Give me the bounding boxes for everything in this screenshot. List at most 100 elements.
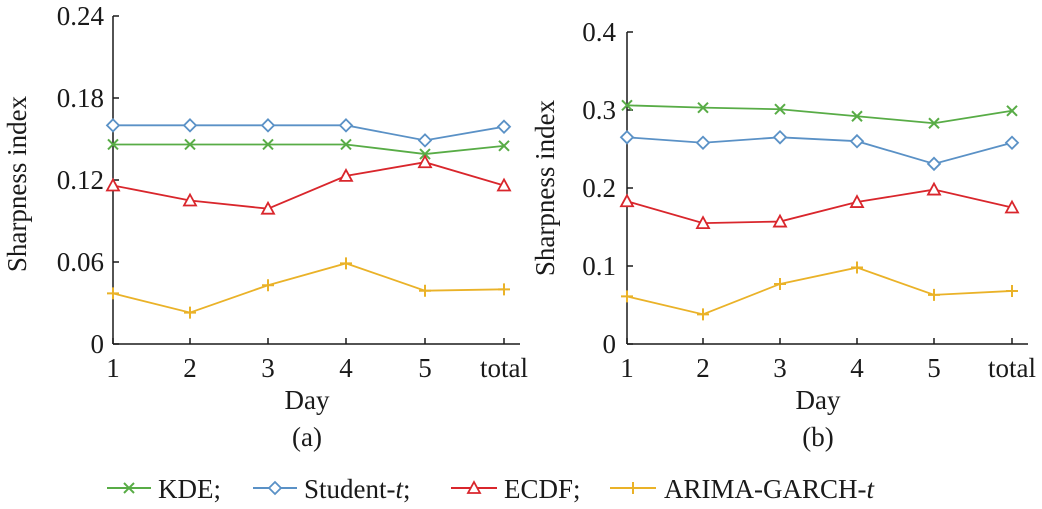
y-axis-label-b: Sharpness index [530, 99, 560, 276]
panel-label-b: (b) [802, 422, 833, 452]
data-point-kde-a [498, 140, 510, 152]
data-point-ecdf-a [182, 192, 198, 207]
y-tick-label-a: 0.06 [57, 247, 104, 277]
data-point-student-t-a [496, 119, 512, 134]
legend-label-arima-italic: t [867, 474, 876, 504]
x-tick-label-b: 5 [927, 353, 941, 383]
data-point-kde-b [621, 99, 633, 112]
y-tick-label-a: 0.18 [57, 83, 104, 113]
legend-label-student-t: Student-t; [304, 474, 411, 504]
legend-marker-arima-garch-t [627, 482, 639, 494]
y-tick-label-b: 0.2 [582, 173, 616, 203]
data-point-student-t-a [338, 118, 354, 133]
chart-panel-b: Sharpness index Day (b) 0 0.1 0.2 0.3 0.4 1 2 3… [530, 17, 1036, 452]
series-line-ecdf-a [112, 161, 505, 210]
legend-label-student-t-italic: t [396, 474, 405, 504]
data-point-ecdf-a [496, 177, 512, 192]
data-point-arima-garch-t-b [621, 290, 633, 303]
data-point-student-t-b [926, 156, 942, 172]
x-tick-label-b: 2 [696, 353, 710, 383]
data-point-arima-garch-t-a [262, 279, 274, 292]
y-tick-label-a: 0.24 [57, 1, 105, 31]
data-point-arima-garch-t-b [1006, 284, 1018, 297]
data-point-kde-b [928, 117, 940, 129]
y-tick-label-b: 0.3 [582, 95, 616, 125]
series-line-ecdf-b [626, 188, 1013, 225]
legend-marker-kde [123, 482, 135, 494]
data-point-ecdf-a [105, 177, 121, 192]
data-point-kde-a [340, 138, 352, 151]
data-point-kde-a [184, 138, 196, 151]
x-tick-label-b: 3 [773, 353, 787, 383]
data-point-student-t-b [695, 135, 711, 151]
data-point-kde-a [107, 138, 119, 151]
data-point-ecdf-a [338, 168, 354, 182]
data-point-kde-a [419, 148, 431, 160]
data-point-ecdf-b [1004, 199, 1020, 214]
legend-label-ecdf: ECDF; [504, 474, 581, 504]
x-tick-label-a: 5 [418, 353, 432, 383]
data-point-kde-b [774, 103, 786, 115]
y-tick-label-b: 0 [603, 329, 617, 359]
legend-label-student-t-main: Student- [304, 474, 396, 504]
x-tick-label-a: 4 [339, 353, 353, 383]
data-point-arima-garch-t-a [184, 306, 196, 319]
y-tick-label-b: 0.1 [582, 251, 616, 281]
data-point-ecdf-b [695, 215, 711, 230]
legend-marker-ecdf [466, 480, 482, 494]
data-point-ecdf-b [619, 193, 635, 208]
y-tick-label-b: 0.4 [582, 17, 616, 47]
data-point-student-t-a [417, 133, 433, 148]
data-point-student-t-b [849, 133, 865, 149]
data-point-ecdf-b [772, 213, 788, 228]
data-point-ecdf-a [417, 154, 433, 169]
series-line-student-t-b [626, 136, 1013, 165]
x-axis-label-b: Day [796, 385, 841, 415]
data-point-arima-garch-t-b [774, 277, 786, 290]
data-point-arima-garch-t-b [851, 261, 863, 274]
data-point-student-t-a [105, 118, 121, 133]
x-tick-label-b: total [988, 353, 1036, 383]
y-tick-label-a: 0 [91, 329, 105, 359]
y-tick-label-a: 0.12 [57, 165, 104, 195]
data-point-ecdf-a [260, 200, 276, 215]
x-tick-label-a: 3 [261, 353, 275, 383]
y-axis-label-a: Sharpness index [2, 95, 32, 272]
data-point-arima-garch-t-a [419, 284, 431, 297]
data-point-student-t-a [182, 118, 198, 133]
legend-label-kde: KDE; [158, 474, 221, 504]
data-point-arima-garch-t-a [107, 287, 119, 300]
series-line-kde-b [626, 104, 1013, 125]
data-point-arima-garch-t-a [340, 257, 352, 270]
legend-marker-student-t [267, 480, 283, 496]
panel-label-a: (a) [292, 422, 322, 452]
data-point-kde-a [262, 138, 274, 151]
x-tick-label-a: 2 [183, 353, 197, 383]
data-point-ecdf-b [926, 181, 942, 196]
legend: KDE; Student-t; ECDF; ARIMA-GARCH-t [107, 474, 876, 504]
data-point-arima-garch-t-b [697, 308, 709, 321]
data-point-student-t-b [619, 130, 635, 145]
x-tick-label-b: 1 [620, 353, 634, 383]
data-point-kde-b [697, 101, 709, 114]
chart-panel-a: Sharpness index Day (a) 0 0.06 0.12 0.18 0.2… [2, 1, 528, 452]
legend-item-kde: KDE; [107, 474, 221, 504]
data-point-ecdf-b [849, 194, 865, 208]
x-tick-label-a: 1 [106, 353, 120, 383]
legend-item-arima-garch-t: ARIMA-GARCH-t [610, 474, 876, 504]
x-tick-label-a: total [480, 353, 528, 383]
data-point-student-t-b [772, 130, 788, 145]
series-line-arima-garch-t-a [112, 262, 505, 314]
series-line-kde-a [113, 143, 505, 155]
data-point-student-t-b [1004, 135, 1020, 151]
series-line-arima-garch-t-b [626, 266, 1013, 316]
data-point-arima-garch-t-a [498, 283, 510, 296]
data-point-arima-garch-t-b [928, 288, 940, 301]
x-tick-label-b: 4 [850, 353, 864, 383]
data-point-kde-b [1006, 105, 1018, 117]
legend-label-arima-main: ARIMA-GARCH- [664, 474, 867, 504]
legend-item-ecdf: ECDF; [451, 474, 581, 504]
legend-item-student-t: Student-t; [253, 474, 411, 504]
series-line-student-t-a [113, 124, 505, 142]
